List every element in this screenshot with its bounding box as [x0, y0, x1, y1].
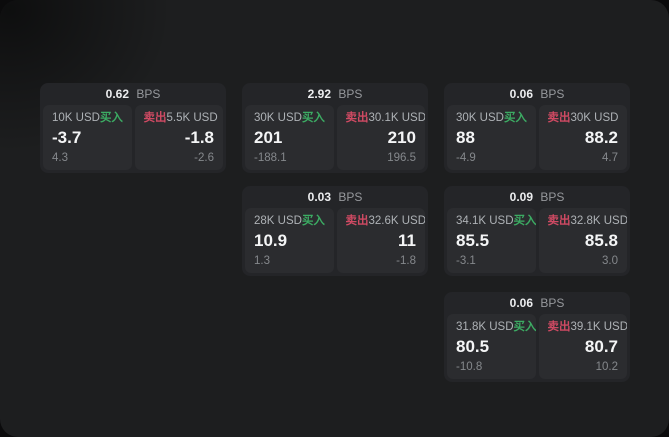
sell-panel[interactable]: 卖出 39.1K USD 80.7 10.2 [538, 314, 628, 379]
bps-value: 0.03 [307, 190, 331, 204]
buy-delta: -4.9 [456, 152, 476, 164]
sell-panel[interactable]: 卖出 32.8K USD 85.8 3.0 [538, 208, 628, 273]
sell-delta: -2.6 [194, 152, 214, 164]
sell-side-label: 卖出 [547, 215, 571, 227]
sell-notional: 39.1K USD [570, 321, 628, 333]
buy-panel[interactable]: 31.8K USD 买入 80.5 -10.8 [447, 314, 536, 379]
card-header: 0.62 BPS [43, 83, 223, 105]
quote-card: 0.06 BPS 30K USD 买入 88 -4.9 卖出 30K USD [444, 83, 630, 173]
sell-notional: 5.5K USD [166, 112, 218, 124]
sell-side-label: 卖出 [143, 112, 167, 124]
sell-side-label: 卖出 [547, 112, 571, 124]
buy-side-label: 买入 [513, 321, 536, 333]
buy-panel[interactable]: 34.1K USD 买入 85.5 -3.1 [447, 208, 536, 273]
buy-side-label: 买入 [301, 112, 325, 124]
buy-price: 10.9 [254, 231, 288, 250]
buy-notional: 31.8K USD [456, 321, 514, 333]
bps-value: 0.06 [509, 296, 533, 310]
card-header: 0.06 BPS [447, 292, 627, 314]
quote-panels: 31.8K USD 买入 80.5 -10.8 卖出 39.1K USD 80.… [447, 314, 627, 379]
buy-side-label: 买入 [503, 112, 527, 124]
quote-panels: 10K USD 买入 -3.7 4.3 卖出 5.5K USD -1.8 -2.… [43, 105, 223, 170]
buy-notional: 28K USD [254, 215, 302, 227]
buy-price: 85.5 [456, 231, 490, 250]
sell-notional: 30K USD [570, 112, 619, 124]
quote-card: 0.06 BPS 31.8K USD 买入 80.5 -10.8 卖出 39.1… [444, 292, 630, 382]
buy-delta: -10.8 [456, 361, 483, 373]
sell-price: 210 [387, 128, 416, 147]
sell-side-label: 卖出 [547, 321, 571, 333]
bps-unit-label: BPS [540, 190, 565, 204]
sell-panel[interactable]: 卖出 30K USD 88.2 4.7 [538, 105, 627, 170]
buy-side-label: 买入 [99, 112, 123, 124]
quote-card: 2.92 BPS 30K USD 买入 201 -188.1 卖出 30.1K … [242, 83, 428, 173]
card-header: 0.06 BPS [447, 83, 627, 105]
bps-unit-label: BPS [540, 87, 565, 101]
bps-unit-label: BPS [136, 87, 161, 101]
quote-panels: 34.1K USD 买入 85.5 -3.1 卖出 32.8K USD 85.8… [447, 208, 627, 273]
sell-price: 88.2 [584, 128, 618, 147]
buy-price: 80.5 [456, 337, 490, 356]
buy-delta: -3.1 [456, 255, 476, 267]
bps-unit-label: BPS [540, 296, 565, 310]
sell-panel[interactable]: 卖出 5.5K USD -1.8 -2.6 [134, 105, 223, 170]
bps-unit-label: BPS [338, 190, 363, 204]
sell-side-label: 卖出 [345, 215, 369, 227]
bps-value: 2.92 [307, 87, 331, 101]
quote-card: 0.03 BPS 28K USD 买入 10.9 1.3 卖出 32.6K US… [242, 186, 428, 276]
quote-card: 0.09 BPS 34.1K USD 买入 85.5 -3.1 卖出 32.8K… [444, 186, 630, 276]
buy-price: 88 [456, 128, 475, 147]
sell-panel[interactable]: 卖出 30.1K USD 210 196.5 [336, 105, 426, 170]
sell-delta: 196.5 [387, 152, 416, 164]
sell-notional: 32.6K USD [368, 215, 426, 227]
sell-delta: -1.8 [396, 255, 416, 267]
card-header: 0.09 BPS [447, 186, 627, 208]
sell-price: 80.7 [584, 337, 618, 356]
sell-price: 85.8 [584, 231, 618, 250]
sell-price: 11 [398, 231, 416, 250]
sell-side-label: 卖出 [345, 112, 369, 124]
bps-value: 0.06 [509, 87, 533, 101]
buy-delta: -188.1 [254, 152, 287, 164]
quote-panels: 28K USD 买入 10.9 1.3 卖出 32.6K USD 11 -1.8 [245, 208, 425, 273]
buy-panel[interactable]: 28K USD 买入 10.9 1.3 [245, 208, 334, 273]
buy-panel[interactable]: 30K USD 买入 201 -188.1 [245, 105, 334, 170]
buy-notional: 34.1K USD [456, 215, 514, 227]
buy-delta: 4.3 [52, 152, 68, 164]
sell-price: -1.8 [184, 128, 214, 147]
card-header: 0.03 BPS [245, 186, 425, 208]
sell-panel[interactable]: 卖出 32.6K USD 11 -1.8 [336, 208, 426, 273]
bps-unit-label: BPS [338, 87, 363, 101]
quote-panels: 30K USD 买入 88 -4.9 卖出 30K USD 88.2 4.7 [447, 105, 627, 170]
buy-panel[interactable]: 30K USD 买入 88 -4.9 [447, 105, 536, 170]
card-header: 2.92 BPS [245, 83, 425, 105]
sell-delta: 4.7 [602, 152, 618, 164]
buy-side-label: 买入 [513, 215, 536, 227]
buy-price: 201 [254, 128, 283, 147]
sell-notional: 32.8K USD [570, 215, 628, 227]
buy-delta: 1.3 [254, 255, 270, 267]
buy-side-label: 买入 [301, 215, 325, 227]
quote-panels: 30K USD 买入 201 -188.1 卖出 30.1K USD 210 1… [245, 105, 425, 170]
bps-value: 0.09 [509, 190, 533, 204]
bps-value: 0.62 [105, 87, 129, 101]
buy-notional: 10K USD [52, 112, 100, 124]
buy-notional: 30K USD [456, 112, 504, 124]
quote-card: 0.62 BPS 10K USD 买入 -3.7 4.3 卖出 5.5K USD [40, 83, 226, 173]
buy-notional: 30K USD [254, 112, 302, 124]
sell-delta: 3.0 [602, 255, 618, 267]
buy-panel[interactable]: 10K USD 买入 -3.7 4.3 [43, 105, 132, 170]
buy-price: -3.7 [52, 128, 82, 147]
sell-notional: 30.1K USD [368, 112, 426, 124]
sell-delta: 10.2 [595, 361, 618, 373]
